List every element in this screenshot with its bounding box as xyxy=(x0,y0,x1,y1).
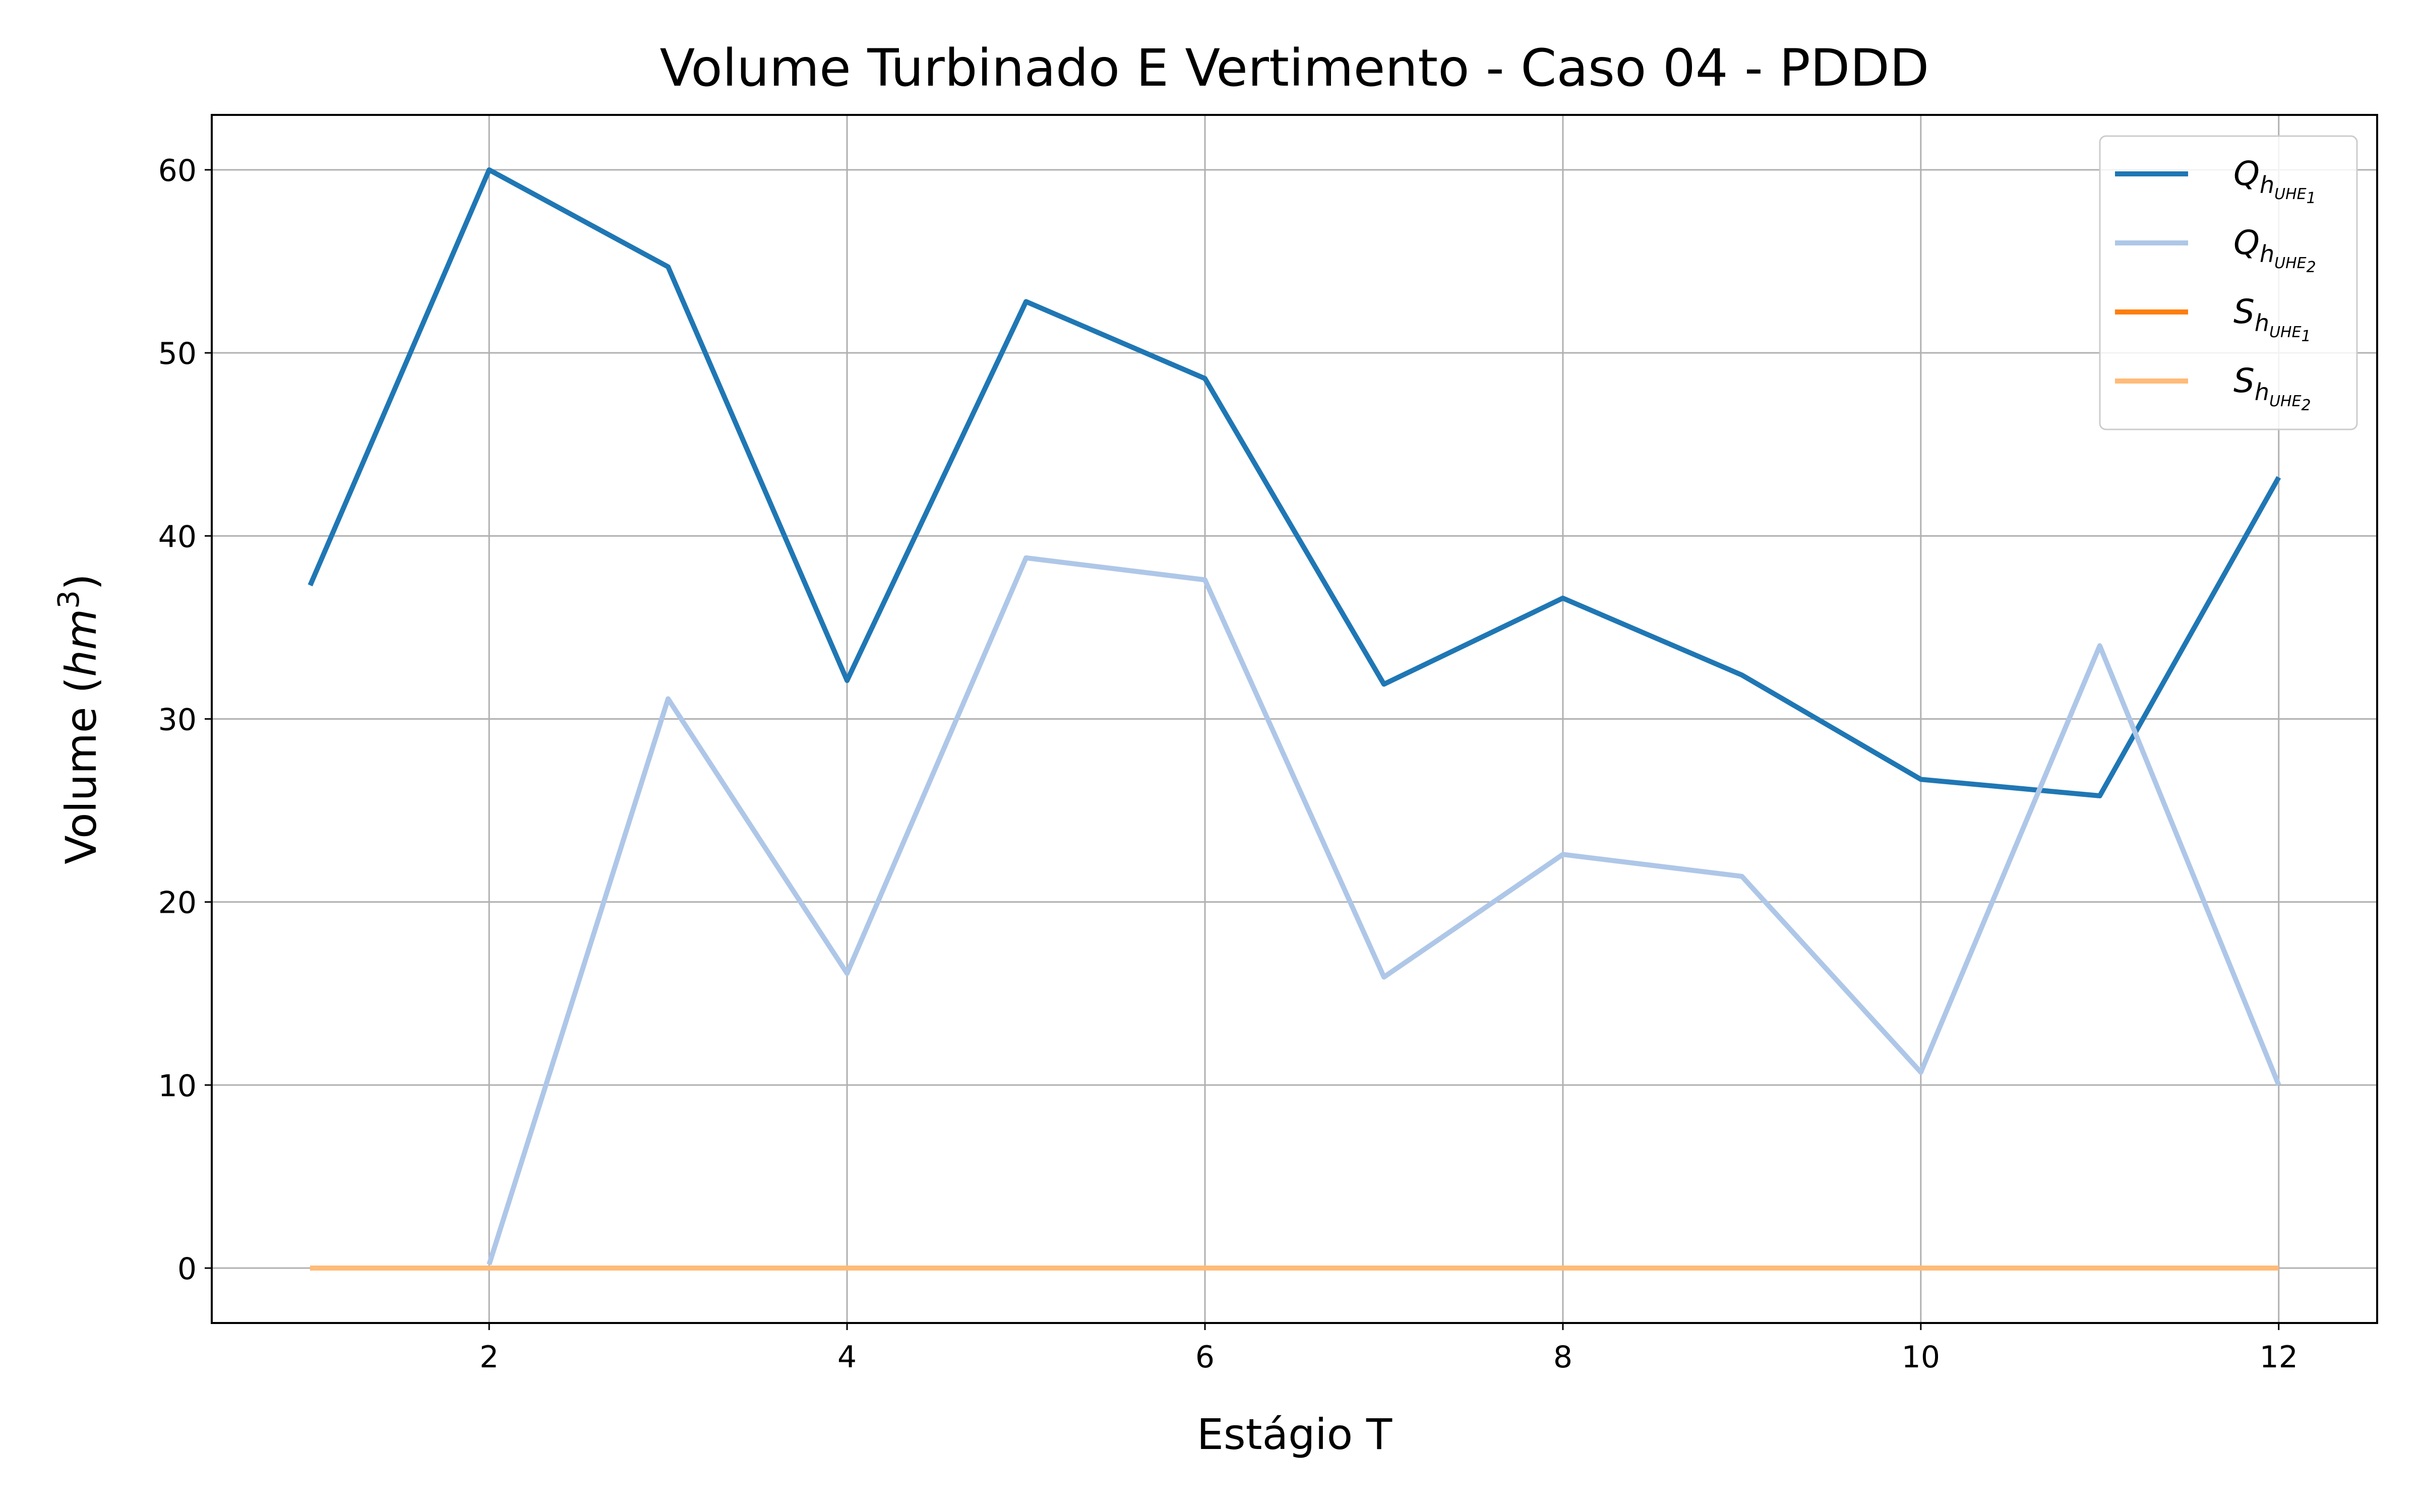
legend-label-2: QhUHE2 xyxy=(2233,223,2316,276)
y-tick-label: 10 xyxy=(158,1068,197,1104)
x-tick-label: 12 xyxy=(2260,1340,2298,1375)
series-line-1 xyxy=(308,167,2281,798)
y-tick-label: 40 xyxy=(158,519,197,554)
y-axis-title-unit: hm xyxy=(56,609,106,677)
y-tick-label: 60 xyxy=(158,153,197,188)
x-axis-title: Estágio T xyxy=(1197,1410,1393,1459)
x-tick-label: 10 xyxy=(1902,1340,1940,1375)
x-tick-label: 2 xyxy=(479,1340,499,1375)
y-axis-title-unit-exp: 3 xyxy=(51,590,86,609)
y-axis-title-text: Volume xyxy=(56,707,106,864)
y-axis-title: Volume (hm3) xyxy=(51,574,106,864)
x-tick-label: 4 xyxy=(837,1340,857,1375)
y-tick-label: 0 xyxy=(177,1251,197,1287)
chart-title: Volume Turbinado E Vertimento - Caso 04 … xyxy=(660,38,1929,98)
series-lines xyxy=(308,167,2281,1271)
y-tick-label: 30 xyxy=(158,703,197,738)
series-line-2 xyxy=(487,555,2281,1266)
y-tick-label: 50 xyxy=(158,336,197,371)
legend-label-4: ShUHE2 xyxy=(2233,361,2311,414)
x-tick-label: 8 xyxy=(1553,1340,1572,1375)
legend-box xyxy=(2099,135,2358,430)
x-tick-label: 6 xyxy=(1195,1340,1215,1375)
legend-label-1: QhUHE1 xyxy=(2233,154,2316,207)
axis-ticks: 2 4 6 8 10 12 0 10 20 30 40 50 60 xyxy=(158,153,2298,1375)
y-axis-title-paren-open: ( xyxy=(56,677,106,707)
legend-label-3: ShUHE1 xyxy=(2233,292,2311,345)
y-tick-label: 20 xyxy=(158,886,197,921)
y-axis-title-paren-close: ) xyxy=(56,574,106,590)
legend: QhUHE1 QhUHE2 ShUHE1 ShUHE2 xyxy=(2099,135,2358,430)
